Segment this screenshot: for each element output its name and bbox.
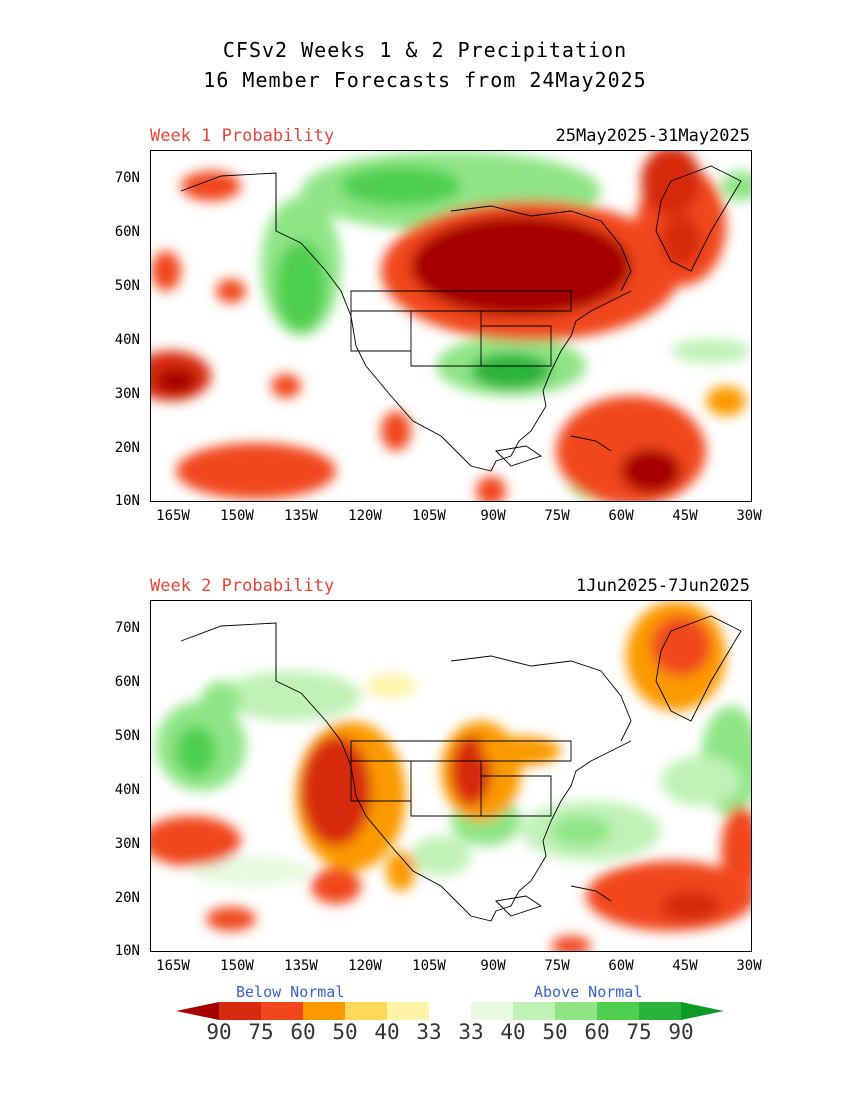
legend-swatch-9 xyxy=(555,1002,597,1020)
w1-lon-60: 60W xyxy=(608,508,634,524)
legend-value-9: 60 xyxy=(584,1020,610,1044)
legend-swatch-5 xyxy=(387,1002,429,1020)
w2-lon-165: 165W xyxy=(156,958,190,974)
w2-lat-70: 70N xyxy=(114,620,140,636)
w2-lon-45: 45W xyxy=(672,958,698,974)
w1-lat-30: 30N xyxy=(114,386,140,402)
w2-lat-60: 60N xyxy=(114,674,140,690)
w1-lat-10: 10N xyxy=(114,493,140,509)
week1-map xyxy=(150,150,752,502)
legend-swatch-11 xyxy=(639,1002,681,1020)
w2-lat-20: 20N xyxy=(114,890,140,906)
w2-lon-150: 150W xyxy=(220,958,254,974)
legend-value-11: 90 xyxy=(668,1020,694,1044)
legend-swatch-10 xyxy=(597,1002,639,1020)
w2-lon-60: 60W xyxy=(608,958,634,974)
w1-lat-50: 50N xyxy=(114,278,140,294)
legend-swatch-12 xyxy=(681,1002,724,1020)
legend-swatch-1 xyxy=(219,1002,261,1020)
w2-lon-90: 90W xyxy=(480,958,506,974)
w1-lon-45: 45W xyxy=(672,508,698,524)
w2-lon-75: 75W xyxy=(544,958,570,974)
w1-lon-30: 30W xyxy=(736,508,762,524)
legend-value-8: 50 xyxy=(542,1020,568,1044)
w1-lat-40: 40N xyxy=(114,332,140,348)
w1-lon-135: 135W xyxy=(284,508,318,524)
legend-below-label: Below Normal xyxy=(236,983,345,1001)
week1-label: Week 1 Probability xyxy=(150,126,335,146)
w2-lon-30: 30W xyxy=(736,958,762,974)
w2-lon-120: 120W xyxy=(348,958,382,974)
legend-value-0: 90 xyxy=(206,1020,232,1044)
legend-swatch-4 xyxy=(345,1002,387,1020)
legend-value-7: 40 xyxy=(500,1020,526,1044)
legend-swatch-0 xyxy=(176,1002,219,1020)
w1-lon-105: 105W xyxy=(412,508,446,524)
legend-value-2: 60 xyxy=(290,1020,316,1044)
w1-lon-90: 90W xyxy=(480,508,506,524)
legend-swatch-3 xyxy=(303,1002,345,1020)
legend-above-label: Above Normal xyxy=(534,983,643,1001)
legend-swatch-2 xyxy=(261,1002,303,1020)
chart-title-line2: 16 Member Forecasts from 24May2025 xyxy=(203,68,647,92)
w1-lat-70: 70N xyxy=(114,170,140,186)
legend-value-4: 40 xyxy=(374,1020,400,1044)
legend-swatch-7 xyxy=(471,1002,513,1020)
w1-lat-60: 60N xyxy=(114,224,140,240)
legend-swatch-6 xyxy=(429,1002,471,1020)
week2-map xyxy=(150,600,752,952)
week2-label: Week 2 Probability xyxy=(150,576,335,596)
legend-swatch-8 xyxy=(513,1002,555,1020)
w1-lon-165: 165W xyxy=(156,508,190,524)
w2-lat-10: 10N xyxy=(114,943,140,959)
w2-lat-40: 40N xyxy=(114,782,140,798)
w1-lat-20: 20N xyxy=(114,440,140,456)
w2-lat-30: 30N xyxy=(114,836,140,852)
legend-value-10: 75 xyxy=(626,1020,652,1044)
w2-lon-135: 135W xyxy=(284,958,318,974)
legend-value-3: 50 xyxy=(332,1020,358,1044)
legend-value-1: 75 xyxy=(248,1020,274,1044)
legend-value-6: 33 xyxy=(458,1020,484,1044)
w2-lat-50: 50N xyxy=(114,728,140,744)
w1-lon-75: 75W xyxy=(544,508,570,524)
chart-title-line1: CFSv2 Weeks 1 & 2 Precipitation xyxy=(222,38,628,62)
w2-lon-105: 105W xyxy=(412,958,446,974)
week1-dates: 25May2025-31May2025 xyxy=(555,126,750,146)
legend-colorbar xyxy=(176,1002,724,1020)
legend-value-5: 33 xyxy=(416,1020,442,1044)
w1-lon-150: 150W xyxy=(220,508,254,524)
week2-dates: 1Jun2025-7Jun2025 xyxy=(576,576,750,596)
w1-lon-120: 120W xyxy=(348,508,382,524)
